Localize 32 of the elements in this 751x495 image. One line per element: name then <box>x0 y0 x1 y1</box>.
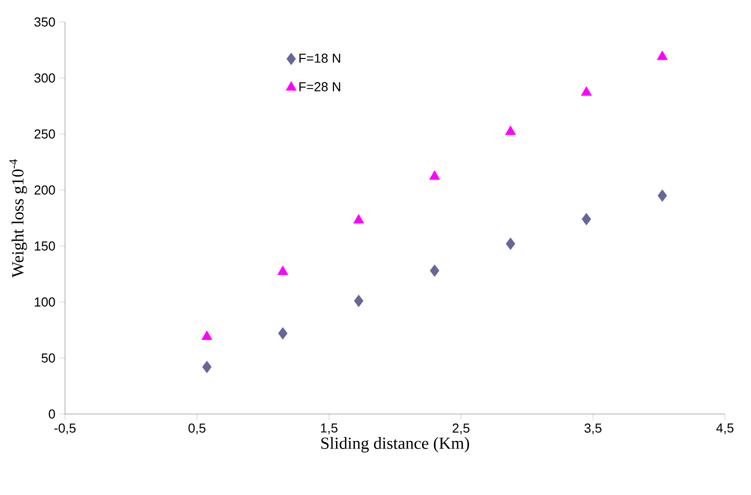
y-tick-label: 250 <box>34 129 55 139</box>
x-tick-label: 1,5 <box>320 424 338 434</box>
x-tick-label: -0,5 <box>54 424 76 434</box>
point <box>582 212 592 226</box>
point <box>656 50 668 60</box>
x-axis-title: Sliding distance (Km) <box>321 437 470 452</box>
y-axis-title: Weight loss g10$^{-4}$ <box>9 159 28 278</box>
point <box>277 266 288 275</box>
x-tick-label: 4,5 <box>716 424 734 434</box>
y-tick-label: 200 <box>34 185 55 195</box>
point <box>278 327 288 340</box>
point <box>354 294 364 308</box>
point <box>429 170 440 180</box>
point <box>506 238 516 250</box>
y-tick-label: 0 <box>48 409 55 419</box>
x-tick-label: 2,5 <box>452 424 470 434</box>
x-tick-label: 0,5 <box>188 424 206 434</box>
point <box>430 264 440 277</box>
legend-label: F=28 N <box>299 82 340 92</box>
y-tick-label: 100 <box>34 297 55 307</box>
point <box>353 214 364 224</box>
y-tick-label: 50 <box>42 353 55 363</box>
point <box>202 360 212 374</box>
x-tick-label: 3,5 <box>584 424 602 434</box>
point <box>581 86 592 96</box>
point <box>202 330 212 340</box>
y-tick-label: 350 <box>34 17 55 27</box>
y-tick-label: 300 <box>34 73 55 83</box>
point <box>658 189 667 202</box>
legend-label: F=18 N <box>299 54 340 63</box>
y-tick-label: 150 <box>34 241 55 251</box>
point <box>505 126 516 135</box>
